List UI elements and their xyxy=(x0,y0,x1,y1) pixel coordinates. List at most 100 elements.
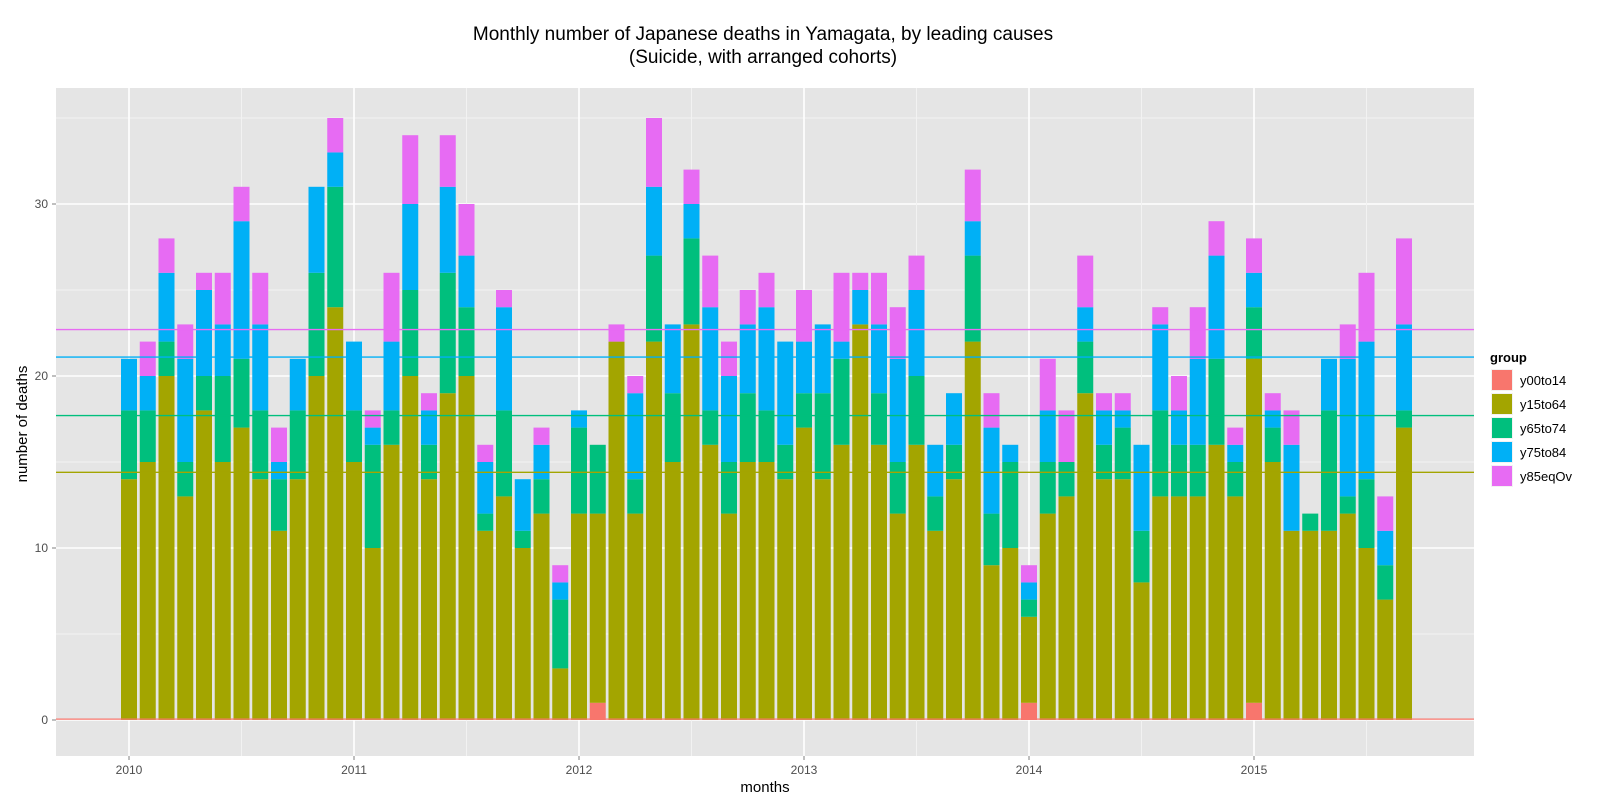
bar-segment-y75to84 xyxy=(1339,358,1356,497)
bar-segment-y65to74 xyxy=(1096,444,1112,480)
bar-segment-y65to74 xyxy=(1264,427,1281,462)
bar-segment-y15to64 xyxy=(308,376,325,720)
bar-segment-y15to64 xyxy=(702,444,719,720)
bar-segment-y85eqOv xyxy=(252,272,269,325)
bar-segment-y65to74 xyxy=(721,462,737,514)
reference-lines xyxy=(56,328,1474,720)
bar-segment-y65to74 xyxy=(233,358,250,428)
bar-segment-y75to84 xyxy=(946,393,962,445)
legend-title: group xyxy=(1490,350,1527,365)
bar-segment-y65to74 xyxy=(439,272,456,394)
bar-segment-y75to84 xyxy=(139,376,156,411)
bar-segment-y75to84 xyxy=(1396,324,1412,411)
bar-segment-y85eqOv xyxy=(383,272,400,342)
bar-segment-y75to84 xyxy=(477,462,494,514)
bar-segment-y85eqOv xyxy=(214,272,231,325)
bar-segment-y75to84 xyxy=(402,204,419,290)
bar-segment-y75to84 xyxy=(871,324,887,394)
bar-segment-y15to64 xyxy=(1058,496,1075,720)
bar-segment-y65to74 xyxy=(308,272,325,376)
bar-segment-y75to84 xyxy=(439,186,456,273)
bar-segment-y65to74 xyxy=(1377,565,1394,600)
bar-segment-y65to74 xyxy=(1321,410,1337,531)
bar-segment-y15to64 xyxy=(1021,616,1037,703)
bar-segment-y75to84 xyxy=(721,376,737,462)
bar-segment-y85eqOv xyxy=(1339,324,1356,359)
bar-segment-y65to74 xyxy=(1302,513,1319,531)
bar-segment-y85eqOv xyxy=(646,118,662,187)
bar-segment-y65to74 xyxy=(458,307,475,376)
bar-segment-y65to74 xyxy=(1189,444,1206,497)
bar-segment-y15to64 xyxy=(346,462,362,720)
bar-segment-y75to84 xyxy=(271,462,287,480)
bar-segment-y85eqOv xyxy=(1246,238,1262,273)
bar-segment-y00to14 xyxy=(1246,702,1262,720)
bar-segment-y65to74 xyxy=(1246,307,1262,359)
bar-segment-y65to74 xyxy=(327,186,344,308)
bar-segment-y15to64 xyxy=(964,341,981,720)
bar-segment-y65to74 xyxy=(1152,410,1169,497)
bar-segment-y15to64 xyxy=(608,341,625,720)
bar-segment-y65to74 xyxy=(121,410,137,480)
bar-segment-y85eqOv xyxy=(889,307,906,359)
bar-segment-y75to84 xyxy=(364,427,381,445)
bar-segment-y15to64 xyxy=(777,479,794,720)
bar-segment-y65to74 xyxy=(871,393,887,445)
bar-segment-y65to74 xyxy=(158,341,175,376)
bar-segment-y75to84 xyxy=(758,307,775,411)
bar-segment-y85eqOv xyxy=(871,272,887,325)
bar-segment-y85eqOv xyxy=(983,393,1000,428)
bar-segment-y75to84 xyxy=(346,341,362,411)
bar-segment-y85eqOv xyxy=(1058,410,1075,462)
bar-segment-y75to84 xyxy=(289,358,306,411)
bar-segment-y65to74 xyxy=(664,393,681,462)
bar-segment-y65to74 xyxy=(927,496,944,531)
bar-segment-y75to84 xyxy=(177,358,194,462)
bar-segment-y15to64 xyxy=(927,530,944,720)
bar-segment-y65to74 xyxy=(1171,444,1187,497)
bar-segment-y75to84 xyxy=(1133,444,1150,531)
bar-segment-y85eqOv xyxy=(1358,272,1375,342)
bar-segment-y85eqOv xyxy=(1077,255,1094,308)
bar-segment-y65to74 xyxy=(1133,530,1150,583)
bar-segment-y65to74 xyxy=(514,530,531,548)
bar-segment-y85eqOv xyxy=(1396,238,1412,325)
bar-segment-y15to64 xyxy=(139,462,156,720)
legend-key-y85eqOv xyxy=(1492,466,1512,486)
bar-segment-y75to84 xyxy=(308,186,325,273)
bar-segment-y15to64 xyxy=(589,513,606,703)
x-tick-label: 2011 xyxy=(341,763,367,777)
bar-segment-y75to84 xyxy=(421,410,437,445)
legend-key-y75to84 xyxy=(1492,442,1512,462)
bar-segment-y75to84 xyxy=(683,204,700,239)
bar-segment-y75to84 xyxy=(983,427,1000,514)
bar-segment-y65to74 xyxy=(739,393,756,462)
bar-segment-y75to84 xyxy=(121,358,137,411)
bar-segment-y75to84 xyxy=(552,582,569,600)
legend-label-y15to64: y15to64 xyxy=(1520,397,1566,412)
bar-segment-y15to64 xyxy=(439,393,456,720)
legend-key-y65to74 xyxy=(1492,418,1512,438)
bar-segment-y75to84 xyxy=(252,324,269,411)
bar-segment-y85eqOv xyxy=(702,255,719,308)
bar-segment-y65to74 xyxy=(1002,462,1019,548)
legend-label-y85eqOv: y85eqOv xyxy=(1520,469,1573,484)
bar-segment-y85eqOv xyxy=(739,290,756,325)
bar-segment-y85eqOv xyxy=(608,324,625,342)
bar-segment-y85eqOv xyxy=(271,427,287,462)
bar-segment-y75to84 xyxy=(739,324,756,394)
bar-segment-y85eqOv xyxy=(721,341,737,376)
y-axis: 0 10 20 30 xyxy=(35,197,56,727)
bar-segment-y75to84 xyxy=(383,341,400,411)
bar-segment-y85eqOv xyxy=(421,393,437,411)
bar-segment-y15to64 xyxy=(1377,599,1394,720)
bar-segment-y65to74 xyxy=(139,410,156,462)
bar-segment-y75to84 xyxy=(1246,272,1262,308)
bar-segment-y75to84 xyxy=(1152,324,1169,411)
legend-label-y65to74: y65to74 xyxy=(1520,421,1566,436)
bar-segment-y85eqOv xyxy=(1227,427,1244,445)
bar-segment-y15to64 xyxy=(196,410,212,720)
bar-stacks xyxy=(121,118,1412,720)
x-tick-label: 2015 xyxy=(1241,763,1268,777)
bar-segment-y65to74 xyxy=(214,376,231,462)
